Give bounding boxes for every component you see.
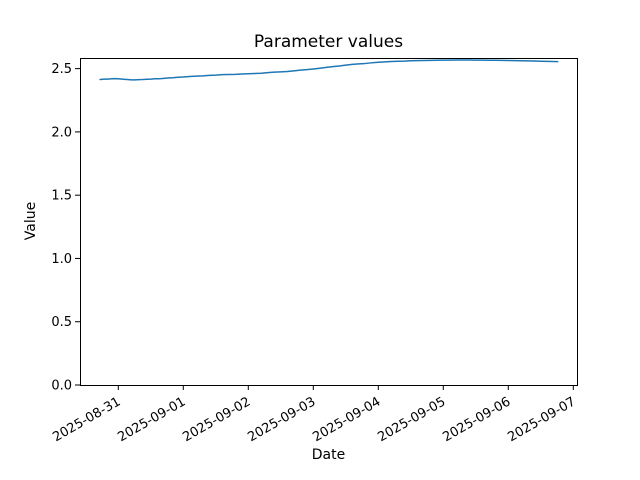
x-tick-label: 2025-09-06 bbox=[440, 394, 513, 445]
y-tick-label: 0.5 bbox=[51, 315, 72, 330]
x-tick-label: 2025-09-04 bbox=[310, 394, 383, 445]
x-axis-label: Date bbox=[311, 447, 346, 463]
x-tick-label: 2025-09-02 bbox=[180, 394, 253, 445]
y-tick-label: 1.0 bbox=[51, 252, 72, 267]
x-tick-label: 2025-09-07 bbox=[505, 394, 578, 445]
x-tick-label: 2025-09-03 bbox=[245, 394, 318, 445]
x-tick-label: 2025-09-05 bbox=[375, 394, 448, 445]
y-tick-label: 1.5 bbox=[51, 189, 72, 204]
x-tick-label: 2025-09-01 bbox=[115, 394, 188, 445]
y-tick-label: 2.0 bbox=[51, 125, 72, 140]
x-tick-label: 2025-08-31 bbox=[50, 394, 123, 445]
series-line-parameter-value bbox=[99, 59, 559, 81]
plot-frame bbox=[80, 58, 578, 386]
y-tick-label: 2.5 bbox=[51, 62, 72, 77]
chart-title: Parameter values bbox=[253, 32, 404, 52]
y-tick-label: 0.0 bbox=[51, 379, 72, 394]
